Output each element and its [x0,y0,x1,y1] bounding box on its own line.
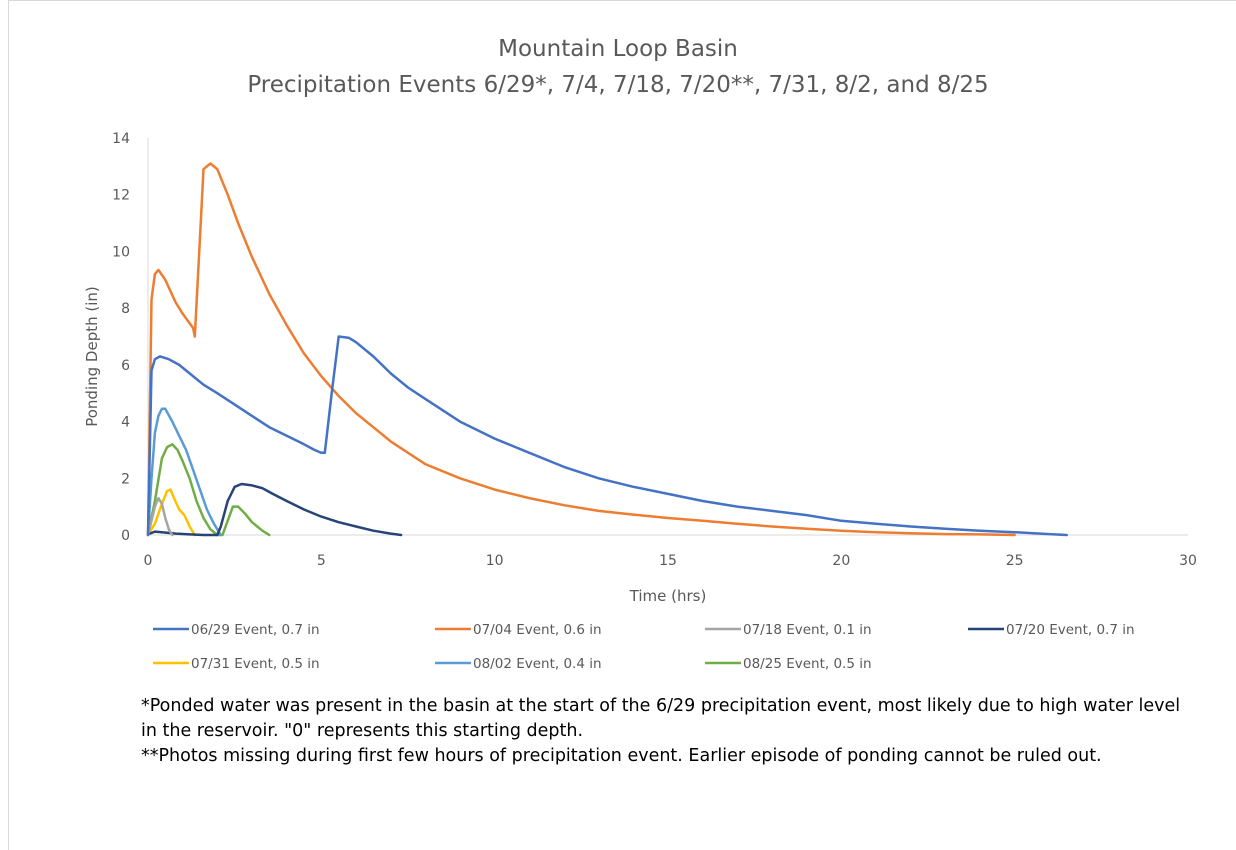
legend-label: 06/29 Event, 0.7 in [191,622,320,638]
legend-label: 07/18 Event, 0.1 in [743,622,872,638]
x-tick-label: 10 [486,553,504,569]
x-tick-label: 0 [144,553,153,569]
chart-frame-left-border [8,0,9,850]
legend-label: 07/04 Event, 0.6 in [473,622,602,638]
chart-frame-top-border [8,0,1236,1]
x-tick-label: 25 [1006,553,1024,569]
y-tick-label: 8 [121,301,130,317]
footnote-1: *Ponded water was present in the basin a… [141,696,1181,741]
y-tick-label: 2 [121,471,130,487]
series-line-07-18 [146,496,174,537]
legend-label: 07/20 Event, 0.7 in [1006,622,1135,638]
x-axis-title: Time (hrs) [629,587,707,605]
series-line-07-31 [146,488,197,537]
legend-label: 08/25 Event, 0.5 in [743,656,872,672]
y-tick-label: 10 [112,244,130,260]
footnote-2: **Photos missing during first few hours … [141,746,1102,766]
legend-label: 07/31 Event, 0.5 in [191,656,320,672]
x-tick-label: 30 [1179,553,1197,569]
series-line-07-04 [146,162,1016,537]
y-tick-label: 12 [112,188,130,204]
x-tick-label: 20 [832,553,850,569]
chart-title: Mountain Loop Basin [498,36,738,62]
y-axis-title: Ponding Depth (in) [83,286,101,427]
series-line-08-25 [146,443,271,537]
series-line-08-02 [146,407,223,537]
legend-label: 08/02 Event, 0.4 in [473,656,602,672]
chart-subtitle: Precipitation Events 6/29*, 7/4, 7/18, 7… [247,72,989,98]
series-line-07-20 [146,482,403,537]
y-tick-label: 6 [121,358,130,374]
x-tick-label: 5 [317,553,326,569]
y-tick-label: 14 [112,131,130,147]
y-tick-label: 0 [121,528,130,544]
y-tick-label: 4 [121,415,130,431]
series-line-06-29 [146,335,1068,537]
x-tick-label: 15 [659,553,677,569]
